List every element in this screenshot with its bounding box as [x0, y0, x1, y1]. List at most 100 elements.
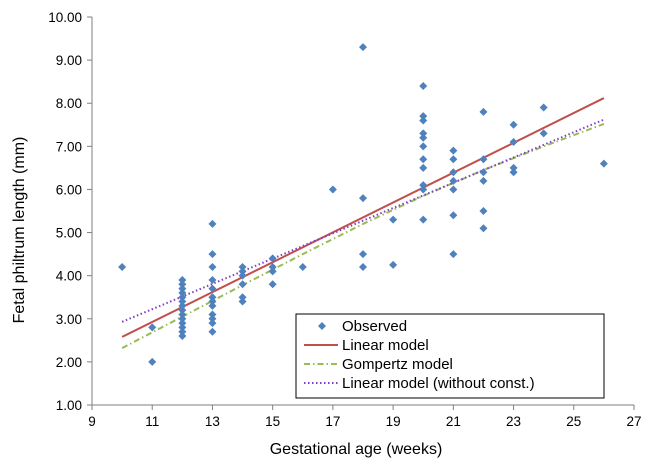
x-tick-label: 9: [88, 414, 96, 429]
data-point: [148, 323, 157, 332]
data-point: [419, 112, 428, 121]
data-point: [479, 176, 488, 185]
y-tick-label: 1.00: [56, 398, 82, 413]
y-tick-label: 8.00: [56, 96, 82, 111]
data-point: [268, 267, 277, 276]
x-tick-label: 27: [626, 414, 641, 429]
data-point: [148, 357, 157, 366]
data-point: [178, 275, 187, 284]
data-point: [268, 280, 277, 289]
data-point: [178, 306, 187, 315]
plot-area: [118, 43, 608, 366]
data-point: [208, 263, 217, 272]
series-line: [121, 97, 605, 338]
x-tick-label: 17: [325, 414, 340, 429]
data-point: [178, 332, 187, 341]
data-point: [419, 116, 428, 125]
data-point: [539, 103, 548, 112]
legend-marker: [318, 322, 326, 330]
data-point: [359, 250, 367, 259]
data-point: [208, 293, 217, 302]
data-point: [449, 168, 458, 177]
data-point: [208, 319, 217, 328]
data-point: [449, 185, 458, 194]
data-point: [178, 314, 187, 323]
data-point: [178, 301, 187, 310]
data-point: [419, 133, 428, 142]
legend-label: Observed: [342, 318, 407, 335]
data-point: [178, 310, 187, 319]
data-point: [238, 271, 247, 280]
data-point: [449, 146, 458, 155]
data-point: [479, 155, 488, 164]
data-point: [238, 280, 247, 289]
data-point: [208, 284, 217, 293]
data-point: [419, 142, 428, 151]
data-point: [118, 263, 127, 272]
data-point: [599, 159, 608, 168]
data-point: [208, 301, 217, 310]
data-point: [208, 219, 217, 228]
data-point: [419, 215, 428, 224]
data-point: [268, 254, 277, 263]
data-point: [389, 260, 398, 269]
y-tick-label: 6.00: [56, 182, 82, 197]
legend-box: [295, 313, 605, 399]
data-point: [449, 250, 458, 259]
data-point: [178, 297, 187, 306]
data-point: [328, 185, 337, 194]
x-axis-title: Gestational age (weeks): [270, 441, 443, 458]
data-point: [479, 224, 488, 233]
data-point: [178, 319, 187, 328]
axes: [87, 16, 635, 410]
data-point: [359, 43, 367, 52]
data-point: [419, 129, 428, 138]
data-point: [178, 293, 187, 302]
data-point: [449, 176, 458, 185]
y-tick-label: 2.00: [56, 355, 82, 370]
data-point: [359, 263, 367, 272]
y-tick-label: 9.00: [56, 53, 82, 68]
data-point: [419, 155, 428, 164]
data-point: [419, 81, 428, 90]
data-point: [419, 163, 428, 172]
x-tick-label: 13: [205, 414, 220, 429]
data-point: [389, 215, 398, 224]
x-tick-label: 19: [386, 414, 401, 429]
x-tick-label: 23: [506, 414, 521, 429]
data-point: [238, 297, 247, 306]
data-point: [178, 284, 187, 293]
tick-labels: 1.00 2.00 3.00 4.00 5.00 6.00 7.00 8.00 9.00 10.0…: [48, 10, 641, 429]
series-line: [121, 118, 605, 323]
data-point: [238, 267, 247, 276]
data-point: [208, 310, 217, 319]
data-point: [178, 288, 187, 297]
data-point: [208, 314, 217, 323]
data-point: [208, 275, 217, 284]
legend-label: Linear model: [342, 337, 429, 354]
legend-label: Linear model (without const.): [342, 375, 535, 392]
y-tick-label: 4.00: [56, 269, 82, 284]
x-tick-label: 15: [265, 414, 280, 429]
data-point: [359, 194, 367, 203]
data-point: [238, 293, 247, 302]
data-point: [238, 263, 247, 272]
data-point: [509, 138, 518, 147]
data-point: [419, 185, 428, 194]
y-tick-label: 10.00: [48, 10, 82, 25]
legend-label: Gompertz model: [342, 356, 453, 373]
data-point: [268, 263, 277, 272]
x-tick-label: 25: [566, 414, 581, 429]
x-tick-label: 21: [446, 414, 461, 429]
data-point: [178, 327, 187, 336]
data-point: [298, 263, 307, 272]
y-axis-title: Fetal philtrum length (mm): [11, 137, 28, 324]
data-point: [208, 297, 217, 306]
data-point: [449, 155, 458, 164]
data-point: [509, 163, 518, 172]
data-point: [449, 211, 458, 220]
data-point: [208, 327, 217, 336]
data-point: [479, 168, 488, 177]
data-point: [178, 323, 187, 332]
